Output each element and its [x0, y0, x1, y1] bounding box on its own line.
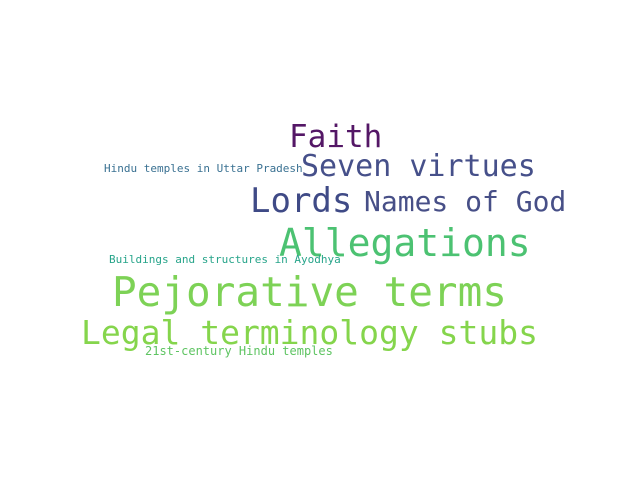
- word-legal-terminology-stubs: Legal terminology stubs: [81, 313, 538, 352]
- word-lords: Lords: [250, 181, 353, 221]
- word-names-of-god: Names of God: [364, 185, 567, 218]
- word-21st-century-hindu-temples: 21st-century Hindu temples: [145, 344, 333, 358]
- word-seven-virtues: Seven virtues: [301, 149, 536, 184]
- word-pejorative-terms: Pejorative terms: [112, 268, 507, 316]
- word-allegations: Allegations: [279, 221, 531, 265]
- word-buildings-structures-ayodhya: Buildings and structures in Ayodhya: [109, 253, 341, 266]
- word-hindu-temples-uttar-pradesh: Hindu temples in Uttar Pradesh: [104, 162, 303, 175]
- word-faith: Faith: [289, 119, 383, 155]
